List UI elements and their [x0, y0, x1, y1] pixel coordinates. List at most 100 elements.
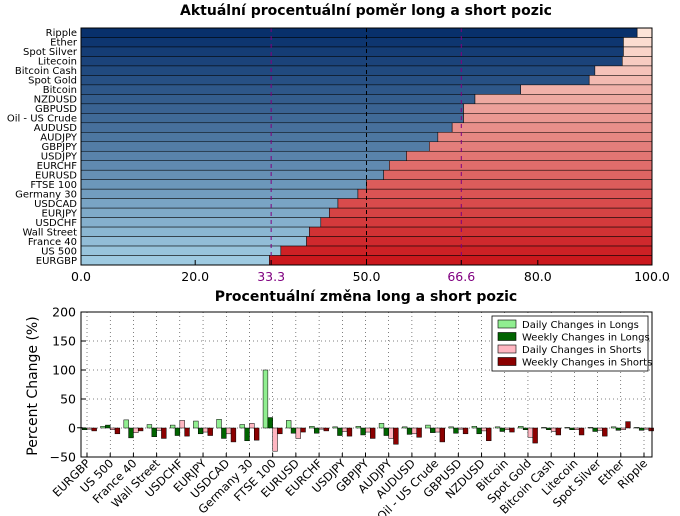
- ratio-category-label: GBPJPY: [41, 142, 77, 153]
- change-bar: [202, 427, 209, 433]
- change-bar: [226, 427, 232, 435]
- change-bar: [151, 427, 157, 437]
- ratio-bar-short: [594, 65, 653, 76]
- change-bar: [295, 427, 301, 439]
- ratio-bar-long: [80, 84, 521, 95]
- change-bar: [137, 427, 144, 432]
- ratio-bar-short: [269, 255, 653, 266]
- change-bar: [453, 427, 459, 434]
- change-y-tick-label: 100: [52, 363, 76, 378]
- ratio-bar-long: [80, 198, 339, 209]
- change-bar: [169, 424, 176, 429]
- ratio-category-label: USDCHF: [35, 218, 77, 229]
- legend-label: Daily Changes in Shorts: [522, 345, 642, 356]
- ratio-bar-long: [80, 217, 322, 228]
- ratio-bar-short: [623, 46, 653, 57]
- ratio-bar-long: [80, 169, 384, 180]
- change-bar: [197, 427, 204, 435]
- change-bar: [518, 426, 524, 429]
- change-bar: [193, 420, 199, 429]
- change-bar: [532, 427, 538, 444]
- change-bar: [179, 420, 185, 429]
- change-bar: [290, 427, 297, 434]
- change-bar: [105, 424, 111, 429]
- change-bar: [541, 427, 547, 429]
- change-bar: [332, 426, 338, 429]
- ratio-bar-short: [437, 132, 653, 143]
- change-bar: [643, 427, 650, 430]
- legend-swatch: [497, 319, 517, 329]
- change-legend: Daily Changes in Longs Weekly Changes in …: [491, 315, 652, 372]
- ratio-bar-short: [451, 122, 653, 133]
- change-bar: [555, 427, 562, 436]
- change-bar: [648, 427, 654, 432]
- change-bar: [430, 427, 436, 433]
- change-bar: [550, 427, 557, 432]
- change-bar: [546, 427, 552, 430]
- ratio-bar-long: [80, 132, 439, 143]
- change-bar: [216, 419, 222, 429]
- ratio-bar-long: [80, 103, 464, 114]
- ratio-category-label: NZDUSD: [34, 95, 78, 106]
- change-bar: [383, 427, 389, 436]
- change-bar: [388, 427, 394, 439]
- change-bar: [230, 427, 237, 443]
- ratio-category-label: GBPUSD: [35, 104, 77, 115]
- ratio-x-ticks: 0.0 20.0 33.3 50.0 66.6 80.0 100.0: [71, 260, 670, 284]
- ratio-category-label: EURGBP: [36, 256, 77, 267]
- ratio-bar-short: [429, 141, 653, 152]
- change-bar: [262, 369, 269, 429]
- ratio-category-label: EURUSD: [35, 170, 77, 181]
- change-bar: [522, 427, 529, 430]
- change-bar: [481, 427, 487, 432]
- ratio-category-label: US 500: [41, 246, 77, 257]
- change-bar: [86, 427, 93, 430]
- ratio-category-label: Spot Gold: [28, 76, 77, 87]
- ratio-bar-short: [463, 103, 653, 114]
- ratio-reference-lines: [270, 28, 462, 265]
- change-bar: [406, 427, 413, 435]
- ratio-bar-short: [309, 226, 653, 237]
- ratio-category-label: AUDUSD: [34, 123, 78, 134]
- ratio-bar-short: [383, 169, 653, 180]
- change-bar: [184, 427, 190, 437]
- ratio-bar-long: [80, 56, 623, 67]
- ratio-bar-short: [463, 113, 653, 124]
- change-plot-frame: [80, 311, 653, 458]
- ratio-category-label: USDCAD: [34, 199, 77, 210]
- change-bars: [77, 369, 654, 452]
- change-bar: [439, 427, 445, 443]
- change-bar: [244, 427, 250, 442]
- change-bar: [133, 427, 139, 433]
- ratio-bars: [80, 27, 653, 266]
- change-bar: [360, 427, 366, 436]
- change-bar: [128, 427, 134, 439]
- ratio-x-tick-label: 50.0: [353, 269, 381, 284]
- change-bar: [587, 427, 594, 429]
- change-bar: [249, 423, 255, 429]
- change-bar: [434, 427, 441, 433]
- ratio-bar-long: [80, 65, 596, 76]
- ratio-bar-long: [80, 179, 367, 190]
- change-bar: [425, 424, 431, 429]
- change-chart-title: Procentuální změna long a short pozic: [215, 289, 517, 305]
- ratio-category-label: Ether: [50, 38, 78, 49]
- ratio-bar-long: [80, 255, 270, 266]
- legend-swatch: [497, 344, 517, 354]
- change-bar: [578, 427, 585, 436]
- change-bar: [634, 427, 640, 429]
- ratio-bar-short: [520, 84, 653, 95]
- change-bar: [239, 424, 245, 429]
- ratio-category-label: Germany 30: [15, 189, 77, 200]
- change-bar: [286, 420, 292, 429]
- change-bar: [378, 423, 385, 429]
- ratio-bar-long: [80, 245, 282, 256]
- change-bar: [574, 427, 580, 430]
- change-bar: [393, 427, 399, 445]
- change-bar: [146, 424, 153, 429]
- ratio-category-label: Bitcoin: [43, 85, 77, 96]
- ratio-bar-long: [80, 226, 310, 237]
- change-bar: [494, 426, 501, 429]
